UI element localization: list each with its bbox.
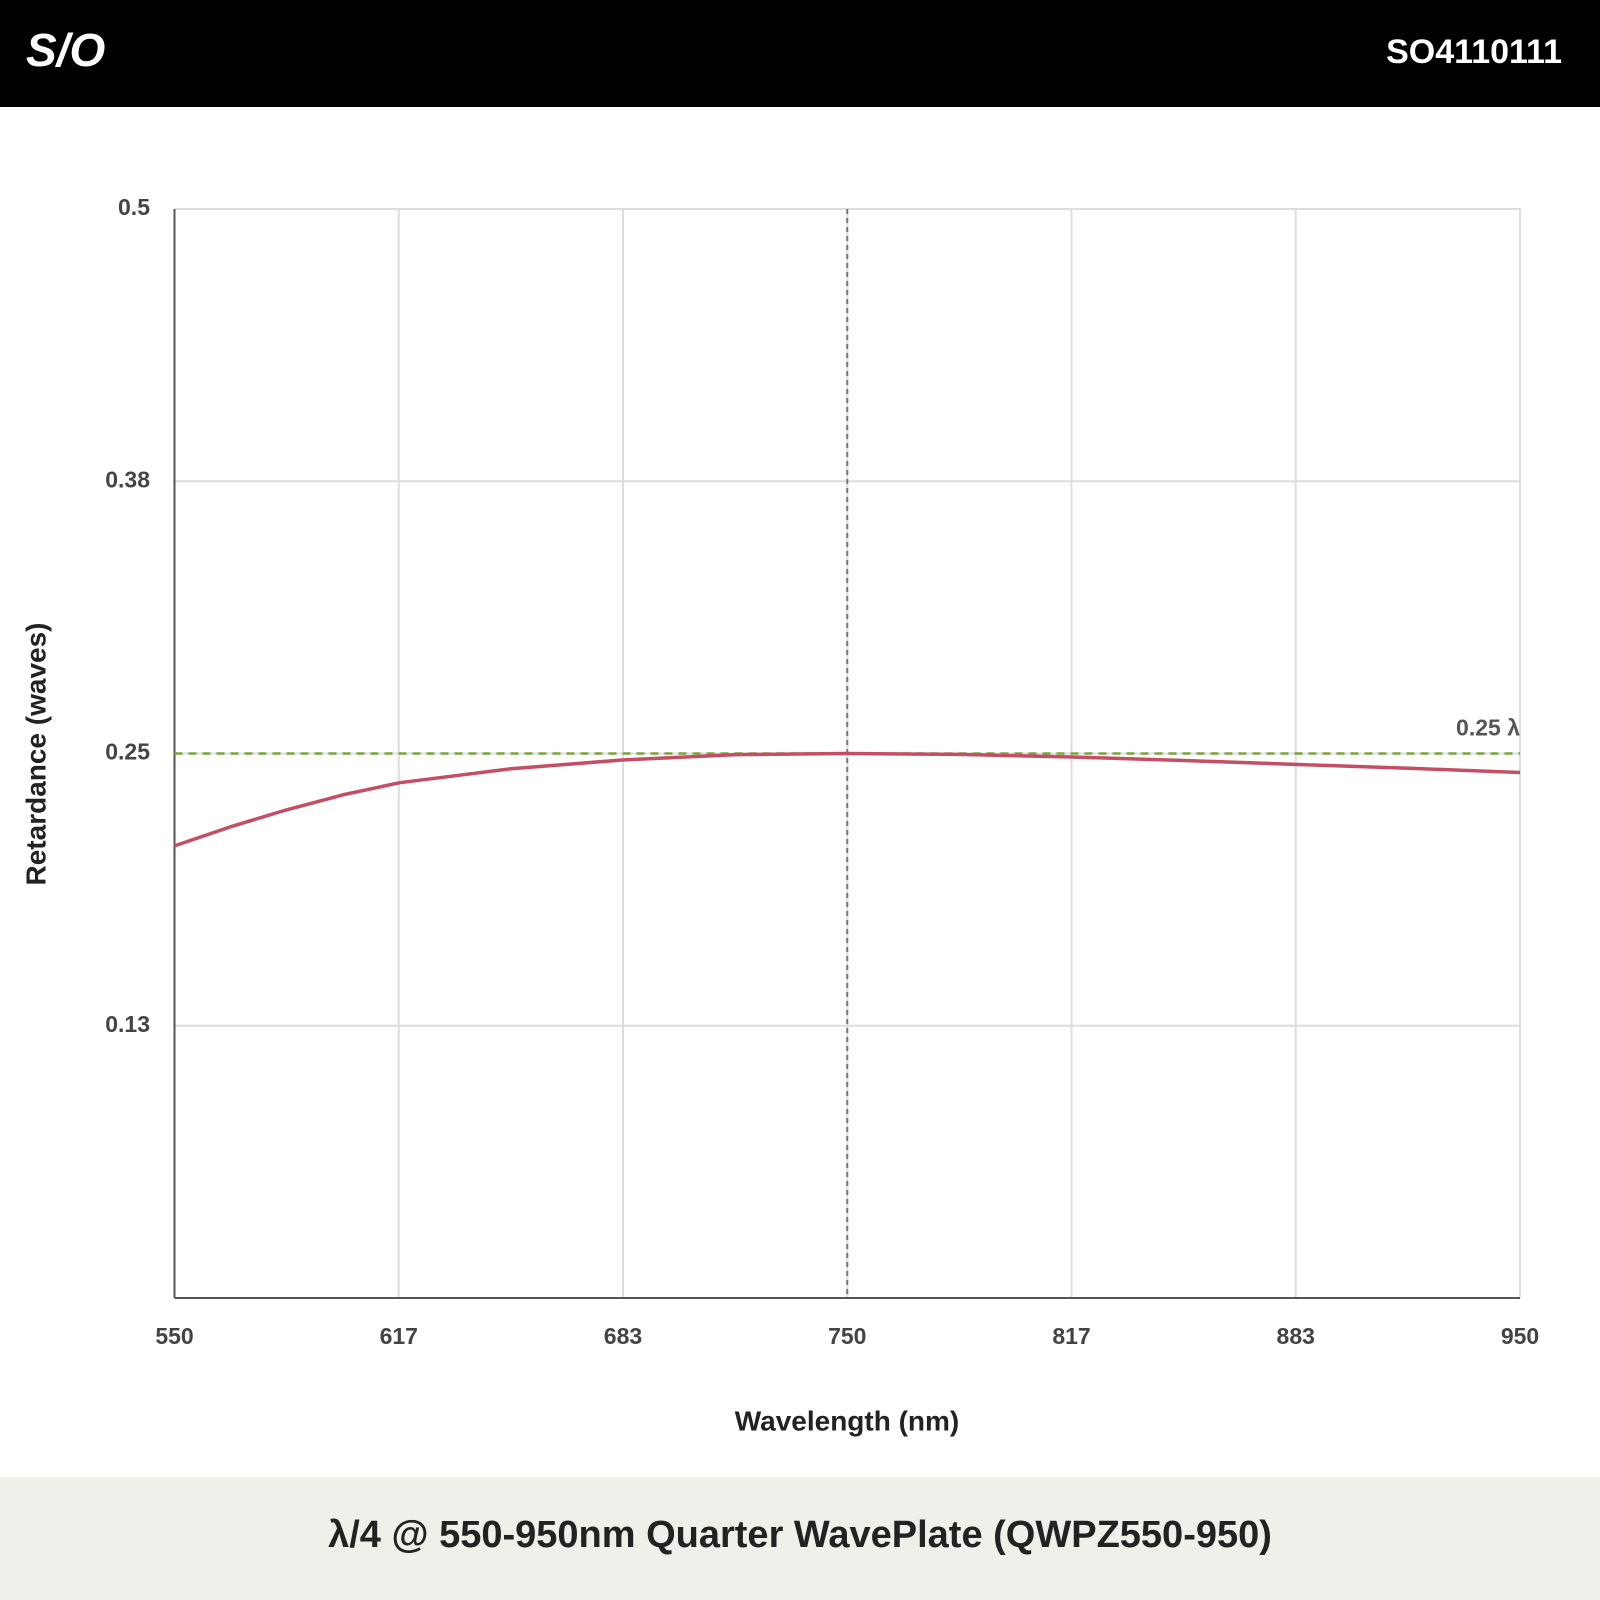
footer-bar [0, 1477, 1600, 1600]
y-axis-label: Retardance (waves) [20, 622, 51, 885]
logo: S/O [26, 24, 105, 76]
reference-label: 0.25 λ [1456, 715, 1520, 741]
y-tick-label: 0.25 [105, 739, 150, 765]
x-tick-label: 750 [828, 1323, 866, 1349]
x-tick-label: 817 [1052, 1323, 1090, 1349]
x-axis-label: Wavelength (nm) [735, 1405, 960, 1436]
y-tick-label: 0.13 [105, 1011, 150, 1037]
x-tick-label: 550 [155, 1323, 193, 1349]
chart-title: λ/4 @ 550-950nm Quarter WavePlate (QWPZ5… [328, 1514, 1272, 1556]
x-tick-label: 883 [1277, 1323, 1315, 1349]
product-code: SO4110111 [1386, 33, 1562, 71]
y-tick-label: 0.38 [105, 466, 150, 492]
x-tick-label: 683 [604, 1323, 642, 1349]
data-line [173, 751, 1521, 848]
header-bar [0, 0, 1600, 107]
y-tick-label: 0.5 [118, 194, 150, 220]
x-tick-label: 950 [1501, 1323, 1539, 1349]
x-tick-label: 617 [380, 1323, 418, 1349]
